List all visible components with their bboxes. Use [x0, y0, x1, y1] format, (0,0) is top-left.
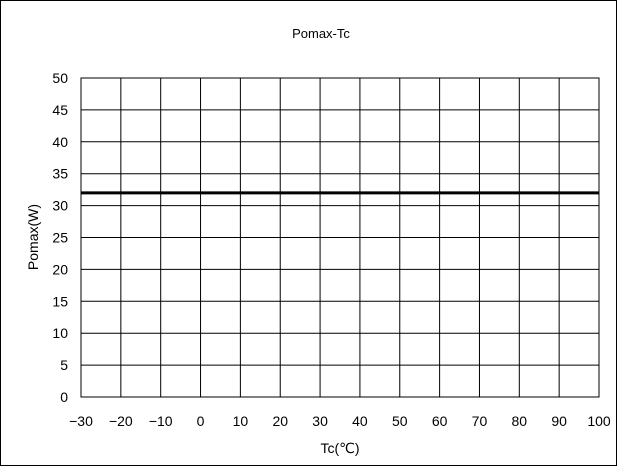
x-tick-label: 20 [272, 413, 288, 429]
x-tick-label: 70 [472, 413, 488, 429]
x-tick-labels: −30 −20 −10 0 10 20 30 40 50 60 70 80 90 100 [69, 413, 611, 429]
y-tick-label: 15 [52, 293, 68, 309]
y-tick-label: 20 [52, 261, 68, 277]
y-tick-label: 30 [52, 198, 68, 214]
y-tick-label: 10 [52, 325, 68, 341]
x-tick-label: 50 [392, 413, 408, 429]
x-tick-label: 100 [587, 413, 611, 429]
y-tick-label: 5 [60, 357, 68, 373]
x-tick-label: 40 [352, 413, 368, 429]
y-tick-labels: 0 5 10 15 20 25 30 35 40 45 50 [52, 70, 68, 405]
y-tick-label: 40 [52, 134, 68, 150]
x-tick-label: 0 [197, 413, 205, 429]
y-axis-title: Pomax(W) [25, 204, 41, 270]
x-tick-label: 30 [312, 413, 328, 429]
y-tick-label: 25 [52, 230, 68, 246]
y-tick-label: 50 [52, 70, 68, 86]
grid [80, 77, 600, 398]
x-tick-label: 90 [551, 413, 567, 429]
x-axis-title: Tc(℃) [320, 440, 359, 456]
x-tick-label: −10 [149, 413, 173, 429]
y-tick-label: 45 [52, 102, 68, 118]
x-tick-label: 60 [432, 413, 448, 429]
x-tick-label: 80 [512, 413, 528, 429]
x-tick-label: −20 [109, 413, 133, 429]
x-tick-label: −30 [69, 413, 93, 429]
chart-title: Pomax-Tc [292, 26, 350, 41]
y-tick-label: 35 [52, 166, 68, 182]
plot-area-border [80, 77, 600, 398]
y-tick-label: 0 [60, 389, 68, 405]
x-tick-label: 10 [233, 413, 249, 429]
